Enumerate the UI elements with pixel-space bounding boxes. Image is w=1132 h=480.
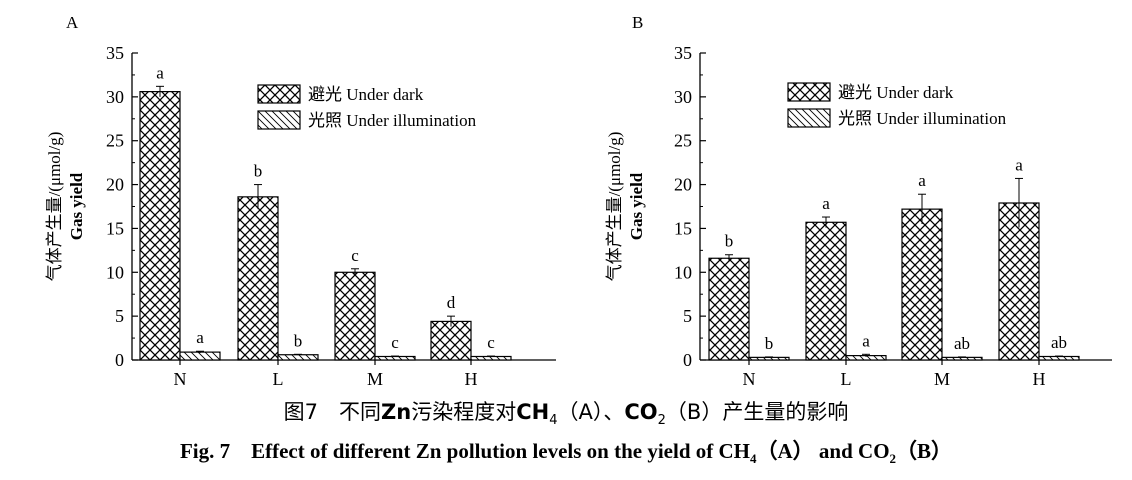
panel-a-significance-letter: a: [196, 328, 204, 347]
panel-b-ytick-label: 0: [683, 350, 692, 370]
legend-swatch-light: [257, 110, 301, 130]
legend-label-light: 光照 Under illumination: [308, 111, 477, 130]
panel-a-significance-letter: c: [391, 333, 399, 352]
panel-b-xtick-label: L: [841, 369, 852, 389]
caption-cn-zn: Zn: [381, 400, 412, 424]
caption-cn-end: （B）产生量的影响: [665, 400, 849, 424]
panel-b-xtick-label: H: [1033, 369, 1046, 389]
caption-cn-mid: 污染程度对: [411, 400, 517, 424]
caption-cn-ch-sub: 4: [549, 413, 558, 428]
panel-a-ytick-label: 35: [106, 43, 124, 63]
caption-en-end: （B）: [896, 439, 953, 463]
caption-en-mid: （A） and CO: [756, 439, 890, 463]
panel-b-bar-dark: [998, 202, 1040, 361]
panel-b-significance-letter: ab: [1051, 333, 1067, 352]
panel-a-ytick-label: 0: [115, 350, 124, 370]
panel-a-bar-dark: [334, 271, 376, 361]
legend-label-dark: 避光 Under dark: [308, 85, 424, 104]
legend-swatch-dark: [257, 84, 301, 104]
panel-a-significance-letter: a: [156, 63, 164, 82]
chart-panel-a: A 气体产生量/(μmol/g) Gas yield 0 5 10 15 20 25 30 35 Na…: [45, 13, 556, 389]
panel-a-xtick-label: L: [273, 369, 284, 389]
panel-a-ytick-label: 5: [115, 306, 124, 326]
panel-b-ytick-label: 5: [683, 306, 692, 326]
panel-a-significance-letter: c: [487, 333, 495, 352]
caption-cn-co: CO: [624, 400, 658, 424]
figure-caption-chinese: 图7 不同Zn污染程度对CH4（A）、CO2（B）产生量的影响: [0, 396, 1132, 428]
caption-cn-a: （A）、: [557, 400, 625, 424]
panel-b-significance-letter: a: [1015, 155, 1023, 174]
caption-en-ch-sub: 4: [750, 451, 757, 466]
legend-label-light: 光照 Under illumination: [838, 109, 1007, 128]
panel-a-significance-letter: d: [447, 293, 456, 312]
legend-label-dark: 避光 Under dark: [838, 83, 954, 102]
panel-a-bar-dark: [237, 196, 279, 361]
panel-a-ylabel-en: Gas yield: [67, 172, 86, 240]
panel-a-bar-light: [179, 351, 221, 361]
panel-b-ytick-label: 15: [674, 218, 692, 238]
panel-b-label: B: [632, 13, 643, 32]
panel-a-ylabel-cn: 气体产生量/(μmol/g): [45, 132, 64, 282]
panel-b-bar-dark: [805, 221, 847, 361]
panel-a-significance-letter: b: [254, 162, 263, 181]
panel-a-significance-letter: c: [351, 246, 359, 265]
legend-swatch-light: [787, 108, 831, 128]
caption-cn-ch: CH: [516, 400, 550, 424]
panel-b-bar-light: [1038, 355, 1080, 361]
panel-b-ytick-label: 25: [674, 131, 692, 151]
panel-b-significance-letter: a: [822, 194, 830, 213]
panel-b-significance-letter: b: [725, 232, 734, 251]
panel-a-bar-light: [470, 355, 512, 361]
panel-b-bar-dark: [708, 257, 750, 361]
caption-en-co-sub: 2: [889, 451, 897, 466]
caption-en-main: Fig. 7 Effect of different Zn pollution …: [179, 439, 751, 463]
panel-b-bar-dark: [901, 208, 943, 361]
panel-b-ylabel-cn: 气体产生量/(μmol/g): [605, 132, 624, 282]
panel-a-bar-light: [374, 355, 416, 361]
panel-b-ytick-label: 10: [674, 262, 692, 282]
panel-b-ytick-label: 30: [674, 87, 692, 107]
panel-b-significance-letter: ab: [954, 334, 970, 353]
panel-a-ytick-label: 20: [106, 175, 124, 195]
panel-a-significance-letter: b: [294, 331, 303, 350]
panel-b-significance-letter: b: [765, 334, 774, 353]
panel-b-ylabel-en: Gas yield: [627, 172, 646, 240]
panel-a-xtick-label: H: [465, 369, 478, 389]
panel-b-significance-letter: a: [862, 331, 870, 350]
panel-b-significance-letter: a: [918, 171, 926, 190]
chart-panel-b: B 气体产生量/(μmol/g) Gas yield 0 5 10 15 20 25 30 35 Nb…: [605, 13, 1112, 389]
panel-b-ytick-label: 35: [674, 43, 692, 63]
panel-a-ytick-label: 30: [106, 87, 124, 107]
panel-a-ytick-label: 10: [106, 262, 124, 282]
caption-cn-prefix: 图7 不同: [283, 400, 382, 424]
panel-b-xtick-label: M: [934, 369, 950, 389]
panel-a-bar-dark: [430, 320, 472, 361]
panel-a-bar-light: [277, 354, 319, 361]
figure-caption-english: Fig. 7 Effect of different Zn pollution …: [0, 435, 1132, 466]
panel-a-ytick-label: 15: [106, 218, 124, 238]
legend-swatch-dark: [787, 82, 831, 102]
panel-a-ytick-label: 25: [106, 131, 124, 151]
panel-b-ytick-label: 20: [674, 175, 692, 195]
panel-b-xtick-label: N: [743, 369, 756, 389]
panel-a-label: A: [66, 13, 79, 32]
panel-a-xtick-label: N: [174, 369, 187, 389]
panel-a-xtick-label: M: [367, 369, 383, 389]
caption-cn-co-sub: 2: [657, 413, 666, 428]
panel-a-bar-dark: [139, 90, 181, 361]
